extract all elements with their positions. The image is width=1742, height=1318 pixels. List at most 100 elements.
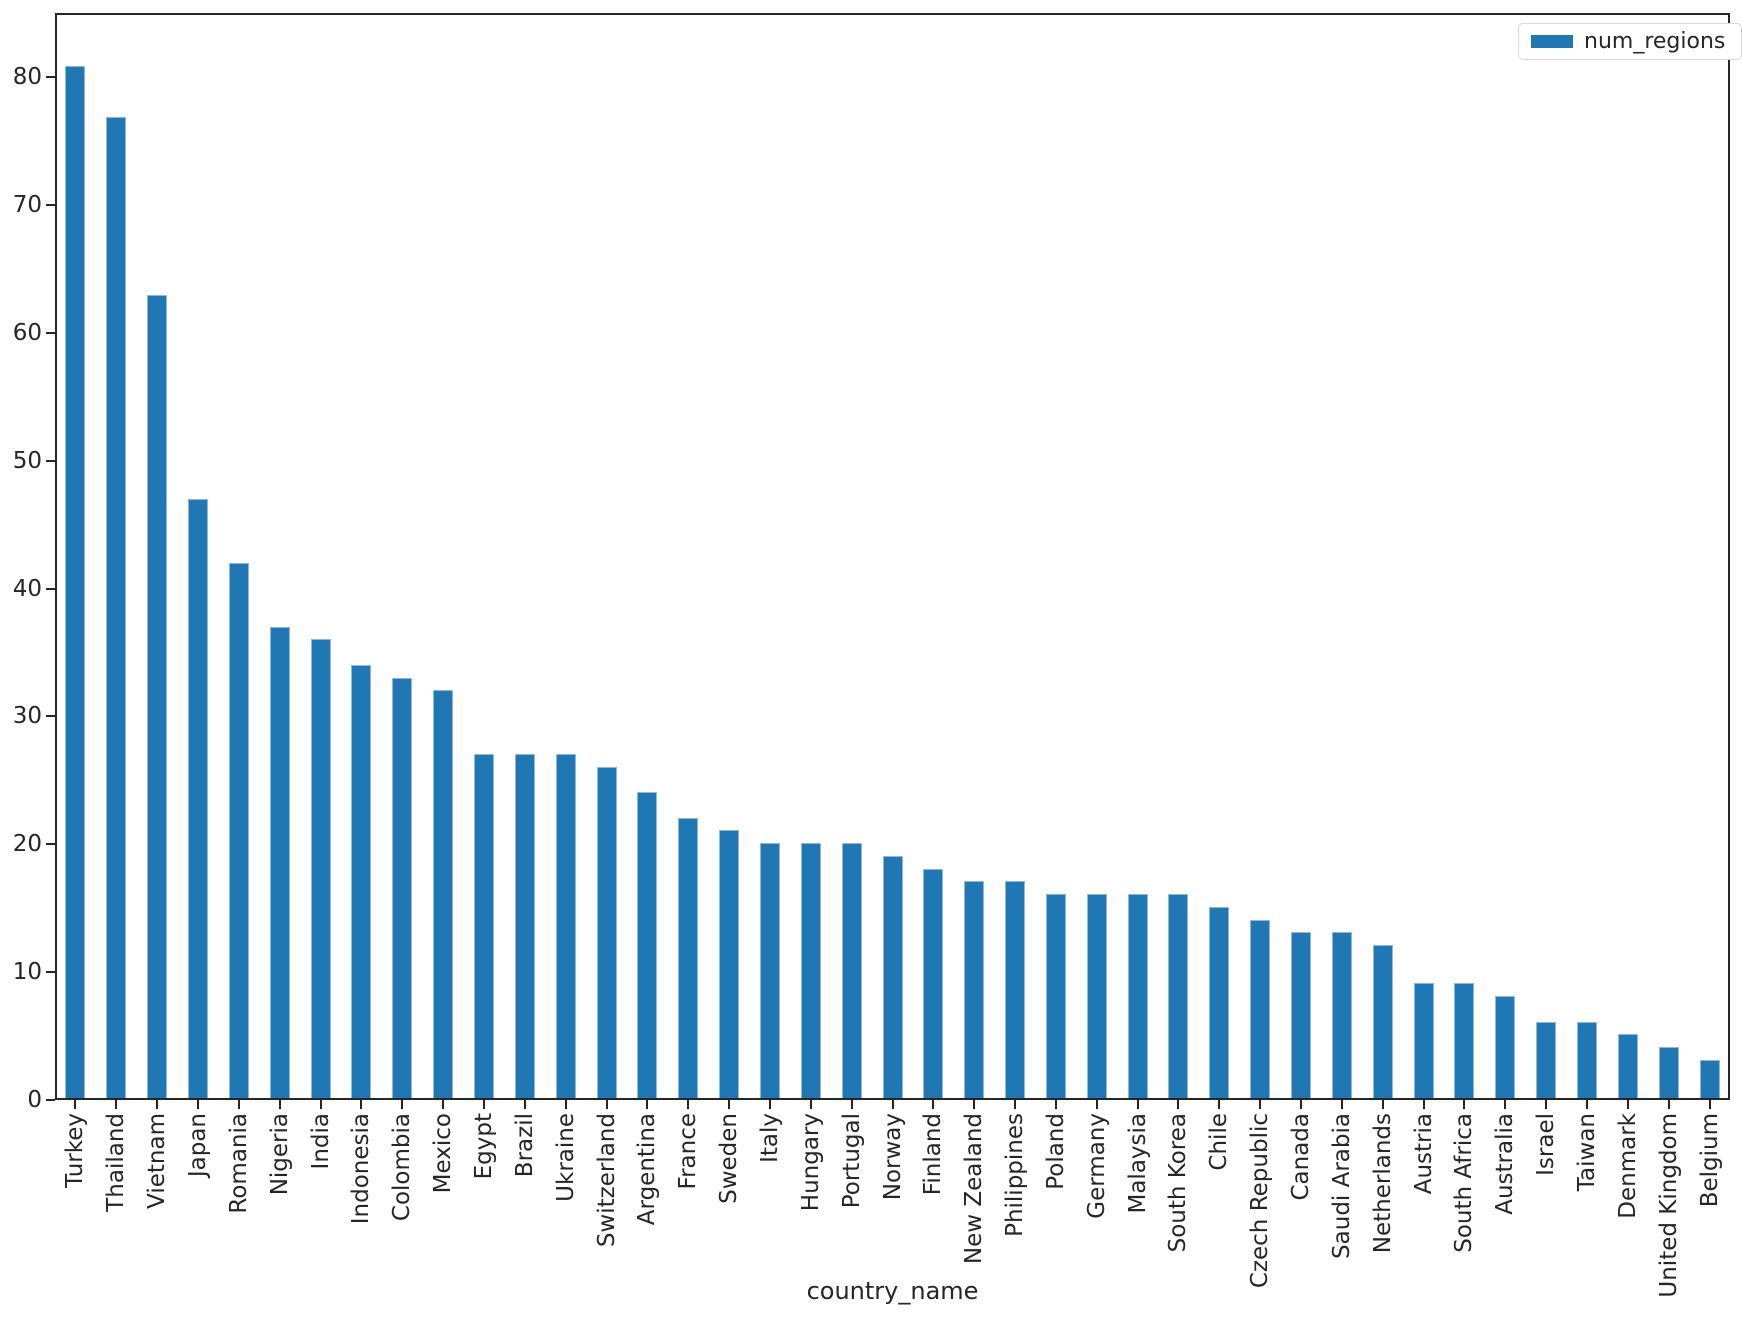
bar-france: [678, 817, 699, 1098]
bar-brazil: [514, 754, 535, 1098]
x-tick-label: Norway: [879, 1113, 906, 1201]
x-tick-mark: [1095, 1100, 1098, 1109]
bar-israel: [1536, 1021, 1557, 1098]
x-tick-mark: [850, 1100, 853, 1109]
x-tick-label: Romania: [225, 1113, 252, 1214]
x-tick-mark: [1381, 1100, 1384, 1109]
y-tick-mark: [46, 331, 55, 334]
x-tick-mark: [482, 1100, 485, 1109]
x-axis-label: country_name: [806, 1277, 979, 1305]
x-tick-mark: [156, 1100, 159, 1109]
x-tick-mark: [768, 1100, 771, 1109]
x-tick-mark: [278, 1100, 281, 1109]
x-tick-mark: [1586, 1100, 1588, 1109]
x-tick-mark: [196, 1100, 199, 1109]
y-tick-label: 10: [12, 959, 42, 986]
y-tick-label: 40: [12, 575, 42, 602]
x-tick-label: Nigeria: [266, 1113, 293, 1196]
x-tick-mark: [1504, 1100, 1507, 1109]
x-tick-mark: [605, 1100, 608, 1109]
x-tick-label: Ukraine: [552, 1113, 579, 1202]
y-tick-label: 70: [12, 191, 42, 218]
bar-new-zealand: [964, 881, 985, 1098]
bar-denmark: [1617, 1034, 1638, 1098]
x-tick-label: Switzerland: [593, 1113, 620, 1248]
plot-area: [55, 13, 1730, 1100]
y-tick-mark: [46, 715, 55, 718]
x-tick-mark: [646, 1100, 649, 1109]
bar-mexico: [433, 690, 454, 1098]
x-tick-mark: [1218, 1100, 1221, 1109]
x-tick-label: Austria: [1410, 1113, 1437, 1195]
y-tick-label: 30: [12, 703, 42, 730]
x-tick-label: Brazil: [511, 1113, 538, 1178]
x-tick-label: United Kingdom: [1655, 1113, 1682, 1298]
bar-thailand: [106, 116, 127, 1098]
x-tick-mark: [564, 1100, 567, 1109]
x-tick-mark: [1054, 1100, 1057, 1109]
y-tick-label: 60: [12, 319, 42, 346]
x-tick-label: Taiwan: [1574, 1113, 1600, 1192]
y-tick-mark: [46, 203, 55, 206]
x-tick-label: Denmark: [1614, 1113, 1641, 1219]
bar-egypt: [473, 754, 494, 1098]
y-tick-mark: [46, 459, 55, 462]
bar-germany: [1086, 894, 1107, 1098]
x-tick-label: Colombia: [389, 1113, 416, 1222]
x-tick-label: France: [675, 1113, 702, 1190]
y-tick-label: 20: [12, 831, 42, 858]
bar-sweden: [719, 830, 740, 1098]
legend-swatch-icon: [1531, 35, 1573, 48]
bar-switzerland: [596, 766, 617, 1098]
bar-saudi-arabia: [1331, 932, 1352, 1098]
x-tick-mark: [891, 1100, 894, 1109]
x-tick-mark: [319, 1100, 322, 1109]
bar-ukraine: [555, 754, 576, 1098]
bar-argentina: [637, 792, 658, 1098]
x-tick-mark: [728, 1100, 731, 1109]
bar-vietnam: [147, 295, 168, 1098]
y-tick-mark: [46, 587, 55, 590]
x-tick-mark: [1422, 1100, 1425, 1109]
x-tick-label: Thailand: [103, 1113, 130, 1212]
x-tick-mark: [1177, 1100, 1180, 1109]
x-tick-label: Vietnam: [144, 1113, 171, 1209]
y-tick-label: 0: [27, 1087, 42, 1113]
x-tick-label: Portugal: [838, 1113, 865, 1209]
bar-taiwan: [1577, 1021, 1597, 1098]
bar-austria: [1413, 983, 1434, 1098]
x-tick-label: Sweden: [716, 1113, 743, 1204]
x-tick-mark: [1708, 1100, 1711, 1109]
x-tick-mark: [74, 1100, 77, 1109]
x-tick-mark: [687, 1100, 690, 1109]
x-tick-label: Philippines: [1002, 1113, 1029, 1237]
bar-italy: [759, 843, 780, 1098]
bar-finland: [923, 868, 944, 1098]
x-tick-mark: [1014, 1100, 1017, 1109]
x-tick-mark: [1259, 1100, 1262, 1109]
x-tick-label: Hungary: [797, 1113, 824, 1212]
x-tick-mark: [401, 1100, 404, 1109]
x-tick-label: Japan: [184, 1113, 211, 1178]
bar-norway: [882, 855, 903, 1098]
legend: num_regions: [1518, 23, 1742, 60]
y-tick-label: 50: [12, 447, 42, 474]
bar-south-africa: [1454, 983, 1475, 1098]
x-tick-label: Czech Republic: [1247, 1113, 1274, 1289]
x-tick-mark: [809, 1100, 812, 1109]
x-tick-mark: [932, 1100, 935, 1109]
bar-south-korea: [1168, 894, 1189, 1098]
y-tick-mark: [46, 75, 55, 78]
bar-united-kingdom: [1658, 1047, 1679, 1098]
x-tick-mark: [442, 1100, 445, 1109]
bar-indonesia: [351, 664, 372, 1098]
y-tick-mark: [46, 971, 55, 974]
bar-colombia: [392, 677, 413, 1098]
x-tick-mark: [1136, 1100, 1139, 1109]
y-tick-label: 80: [12, 63, 42, 90]
x-tick-label: Israel: [1533, 1113, 1560, 1176]
x-tick-mark: [115, 1100, 118, 1109]
y-tick-mark: [46, 843, 55, 846]
bar-portugal: [841, 843, 862, 1098]
x-tick-mark: [1626, 1100, 1629, 1109]
